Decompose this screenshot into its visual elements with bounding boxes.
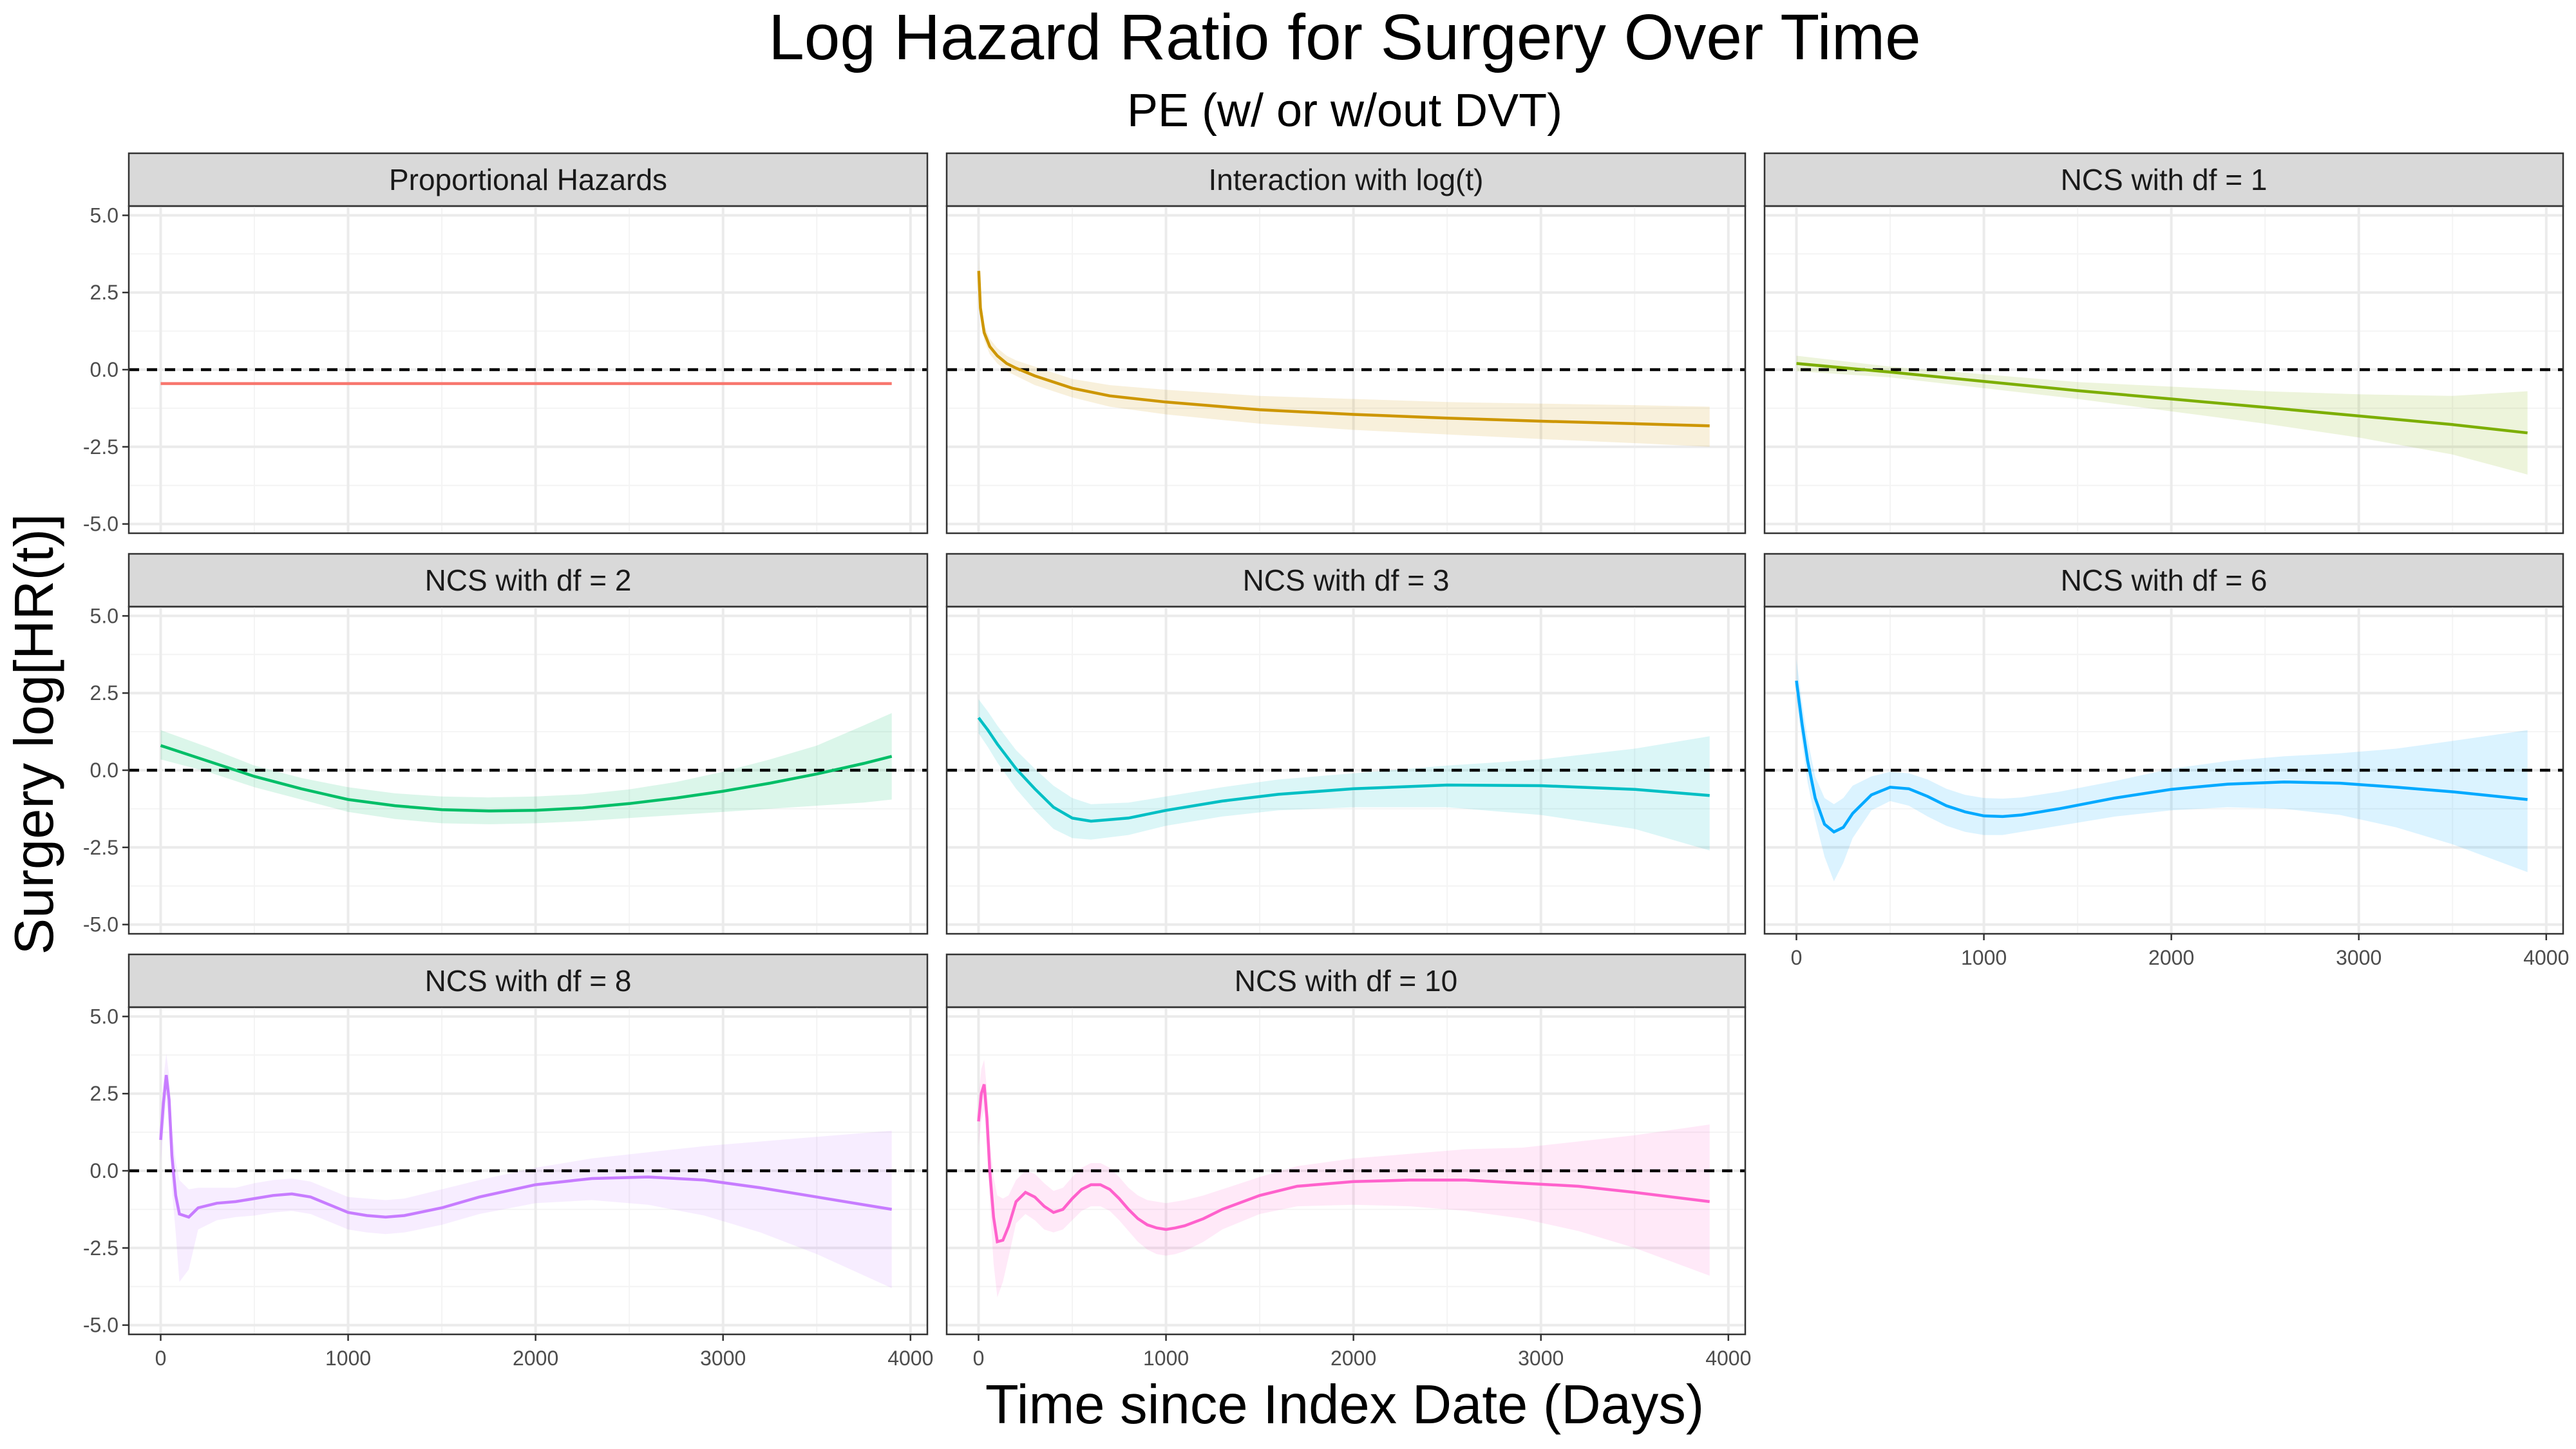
panel-4: NCS with df = 2 5.0 2.5 0.0 -2.5 -5.0 — [83, 553, 929, 936]
series-line — [159, 1075, 893, 1219]
x-tick-label: 1000 — [1961, 946, 2007, 969]
facet-strip-label: NCS with df = 3 — [1243, 564, 1450, 597]
y-tick-label: -2.5 — [83, 435, 118, 459]
panel-border — [945, 605, 1747, 935]
confidence-band — [978, 255, 1710, 447]
panel-1: Proportional Hazards 5.0 2.5 0.0 -2.5 -5.0 — [83, 152, 929, 536]
series-line — [160, 744, 893, 813]
facet-strip-label: Proportional Hazards — [389, 163, 667, 196]
panel-border — [945, 205, 1747, 535]
y-tick-label: 5.0 — [90, 1005, 118, 1028]
facet-strip — [945, 553, 1747, 608]
panel-border — [1763, 205, 2564, 535]
x-axis-title: Time since Index Date (Days) — [985, 1374, 1704, 1435]
x-tick-label: 2000 — [513, 1347, 558, 1370]
panel-3: NCS with df = 1 — [1763, 152, 2564, 535]
series-line — [977, 1084, 1710, 1244]
facet-strip — [128, 152, 929, 207]
confidence-band — [978, 1059, 1710, 1298]
facet-strip-label: NCS with df = 2 — [425, 564, 632, 597]
panel-8: NCS with df = 10 0 1000 2000 3000 4000 — [945, 953, 1751, 1370]
x-tick-label: 3000 — [700, 1347, 746, 1370]
panel-border — [1763, 605, 2564, 935]
x-tick-label: 4000 — [887, 1347, 933, 1370]
series-line — [977, 717, 1710, 823]
x-tick-label: 2000 — [2148, 946, 2194, 969]
y-tick-label: -2.5 — [83, 836, 118, 859]
series-line — [977, 270, 1710, 428]
facet-strip-label: NCS with df = 10 — [1235, 964, 1457, 998]
facet-panels: Proportional Hazards 5.0 2.5 0.0 -2.5 -5.0 Int… — [83, 152, 2569, 1370]
panel-6: NCS with df = 6 0 1000 2000 3000 4000 — [1763, 553, 2569, 969]
x-tick-label: 0 — [155, 1347, 167, 1370]
facet-strip — [128, 953, 929, 1009]
y-tick-label: -5.0 — [83, 1314, 118, 1337]
facet-strip — [945, 953, 1747, 1009]
panel-7: NCS with df = 8 5.0 2.5 0.0 -2.5 -5.0 0 1000 200… — [83, 953, 933, 1370]
chart-subtitle: PE (w/ or w/out DVT) — [1127, 85, 1562, 137]
facet-strip-label: Interaction with log(t) — [1209, 163, 1484, 196]
facet-strip-label: NCS with df = 1 — [2061, 163, 2268, 196]
y-tick-label: 2.5 — [90, 681, 118, 705]
x-tick-label: 0 — [973, 1347, 985, 1370]
x-tick-label: 4000 — [2523, 946, 2569, 969]
y-tick-label: 0.0 — [90, 759, 118, 782]
facet-strip — [1763, 553, 2564, 608]
y-tick-label: -2.5 — [83, 1236, 118, 1260]
y-axis-title: Surgery log[HR(t)] — [4, 514, 65, 955]
y-tick-label: 5.0 — [90, 604, 118, 627]
y-tick-label: -5.0 — [83, 513, 118, 536]
panel-2: Interaction with log(t) — [945, 152, 1747, 535]
confidence-band — [160, 713, 892, 824]
facet-strip-label: NCS with df = 8 — [425, 964, 632, 998]
y-tick-label: 2.5 — [90, 1082, 118, 1105]
x-tick-label: 4000 — [1705, 1347, 1751, 1370]
series-line — [1795, 680, 2528, 834]
y-tick-label: 0.0 — [90, 1159, 118, 1182]
y-tick-label: -5.0 — [83, 913, 118, 936]
chart-title: Log Hazard Ratio for Surgery Over Time — [768, 1, 1921, 73]
confidence-band — [1796, 355, 2528, 475]
panel-5: NCS with df = 3 — [945, 553, 1747, 935]
facet-strip-label: NCS with df = 6 — [2061, 564, 2268, 597]
y-tick-label: 2.5 — [90, 281, 118, 304]
series-line — [1796, 362, 2528, 435]
y-tick-label: 5.0 — [90, 204, 118, 227]
y-tick-label: 0.0 — [90, 358, 118, 381]
facet-strip — [128, 553, 929, 608]
x-tick-label: 1000 — [1143, 1347, 1189, 1370]
facet-strip — [945, 152, 1747, 207]
x-tick-label: 3000 — [2336, 946, 2382, 969]
confidence-band — [1796, 659, 2528, 882]
x-tick-label: 0 — [1791, 946, 1803, 969]
panel-border — [945, 1006, 1747, 1336]
x-tick-label: 2000 — [1331, 1347, 1376, 1370]
x-tick-label: 1000 — [325, 1347, 371, 1370]
x-tick-label: 3000 — [1518, 1347, 1564, 1370]
